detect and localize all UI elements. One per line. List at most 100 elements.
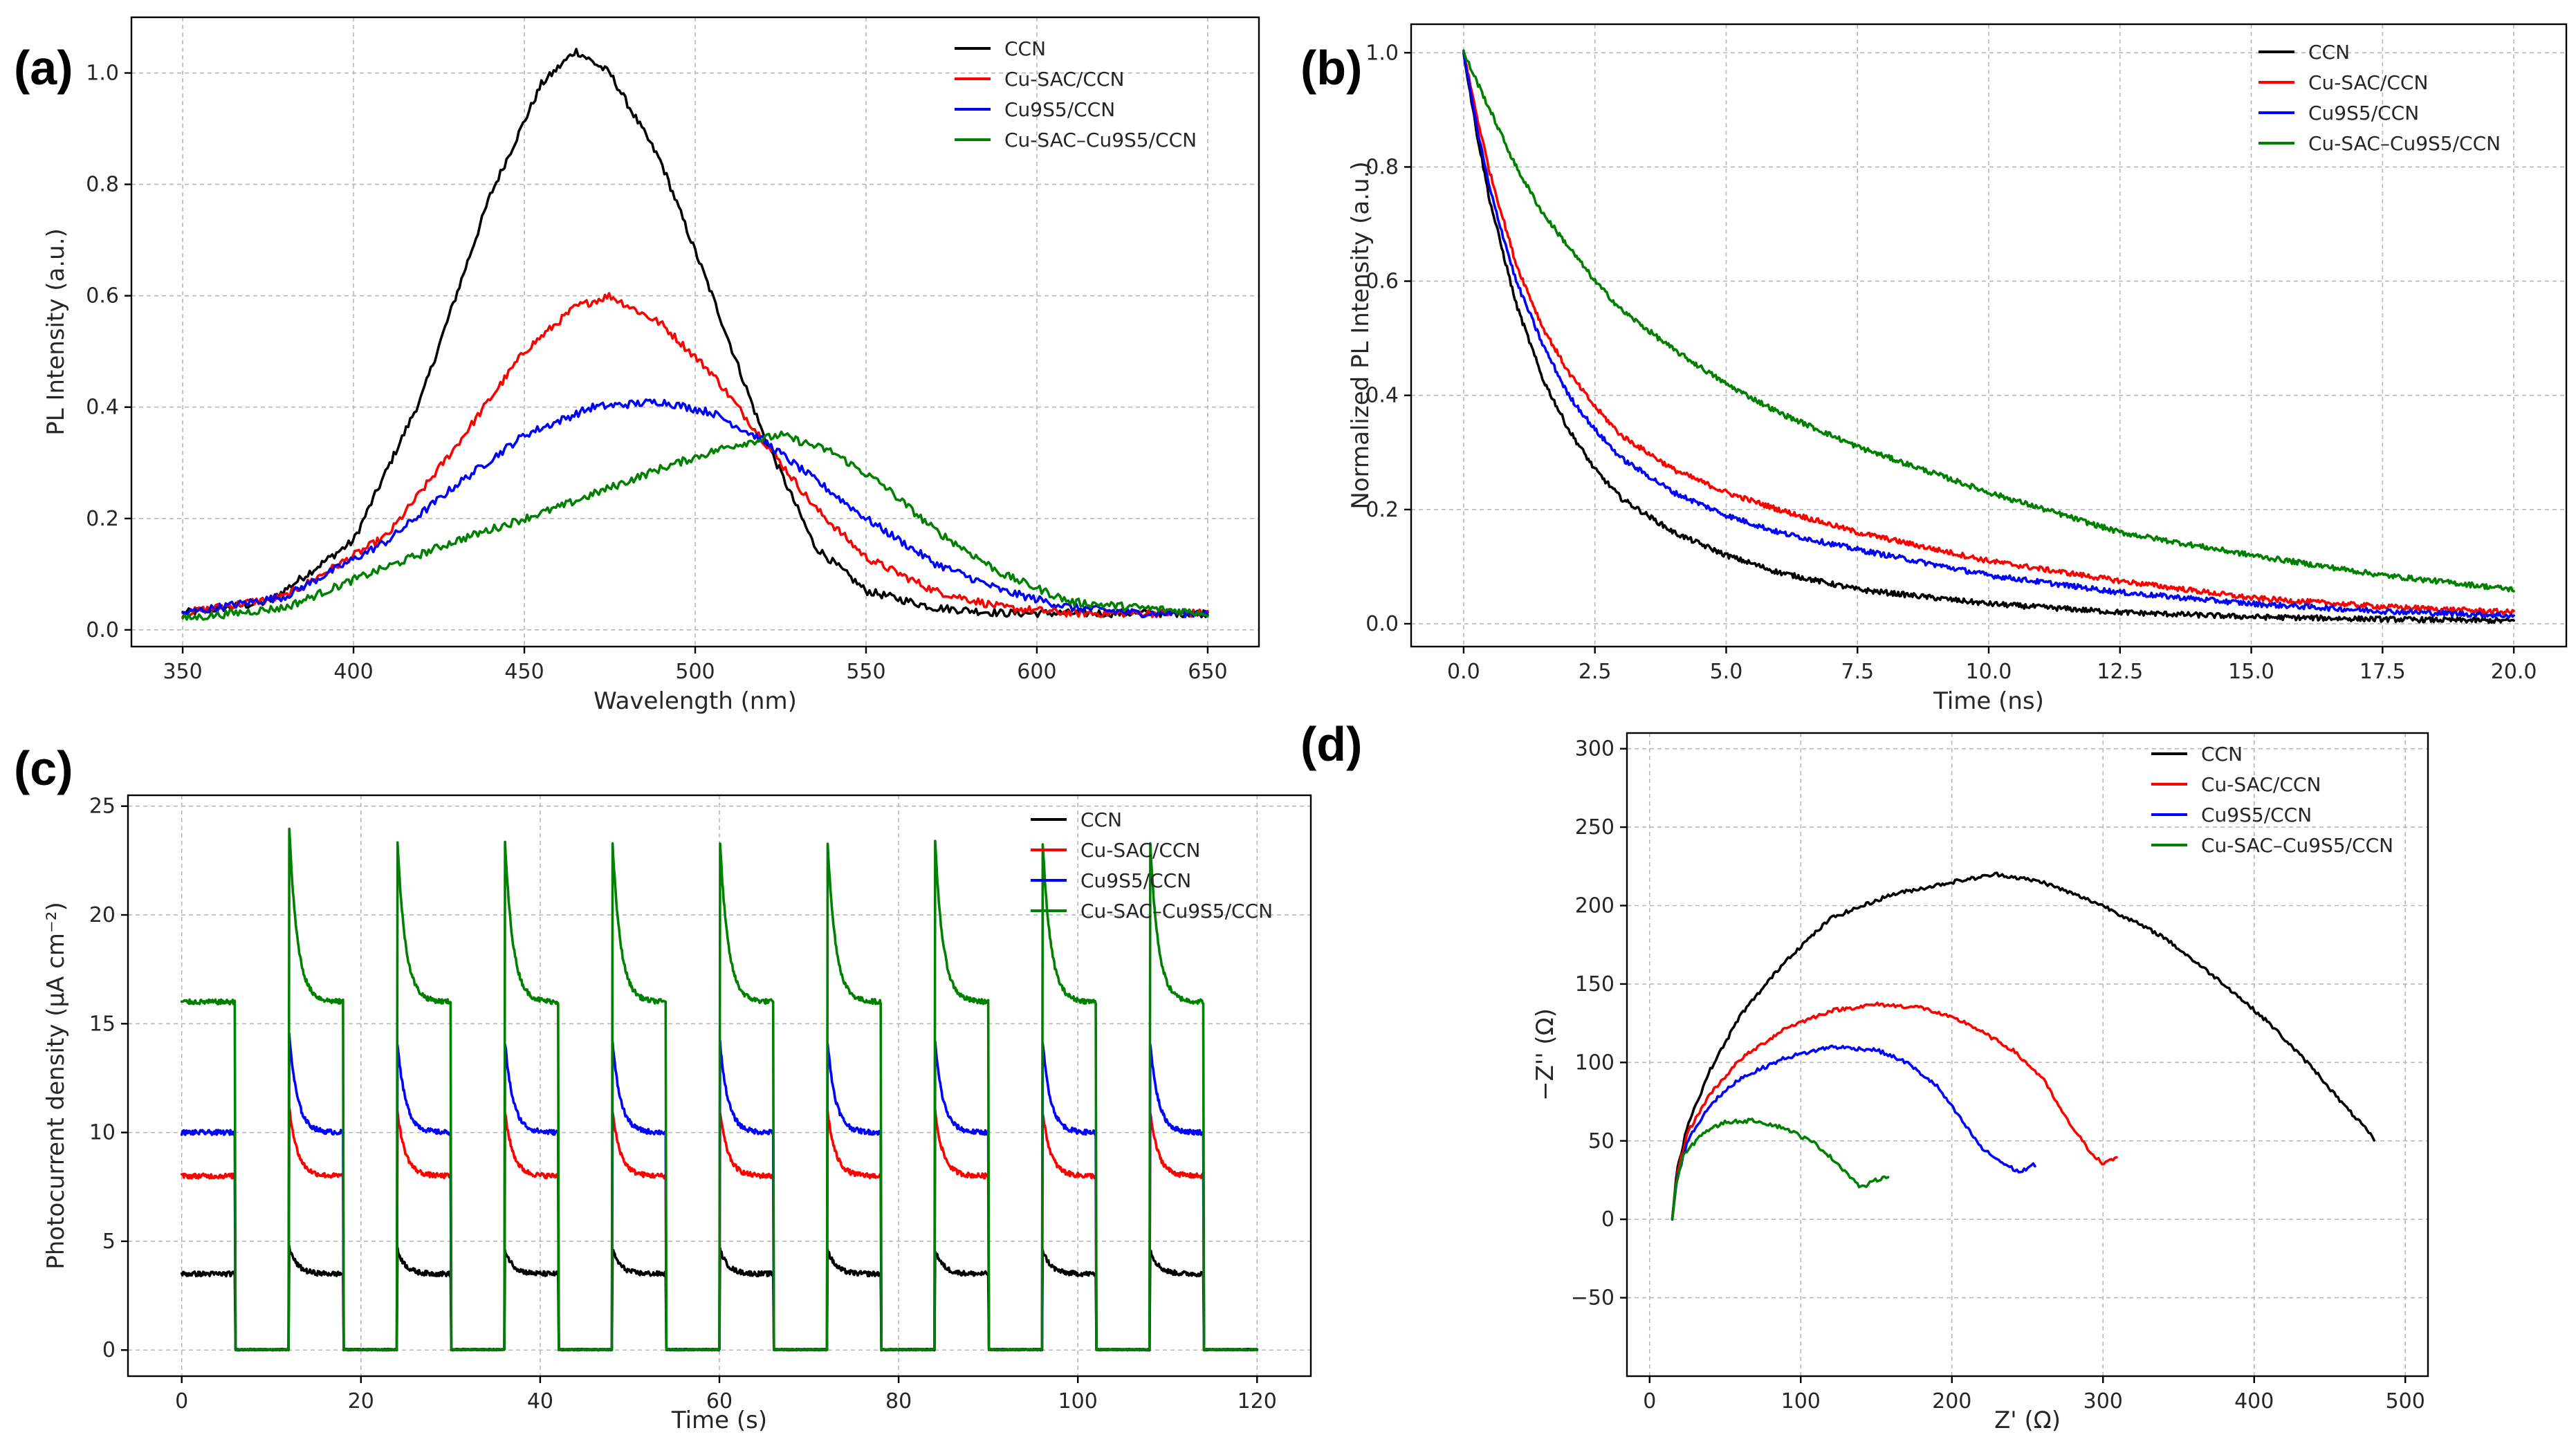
x-tick-label-c: 80 <box>885 1389 912 1413</box>
plot-frame-d <box>1626 732 2429 1378</box>
x-tick-label-d: 200 <box>1932 1389 1971 1413</box>
series-line-ccn-d <box>1671 871 2375 1221</box>
legend-label-cu-sac-ccn-c: Cu-SAC/CCN <box>1080 839 1200 862</box>
legend-label-cu9s5-ccn-a: Cu9S5/CCN <box>1004 98 1115 121</box>
y-tick-label-a: 0.0 <box>86 618 119 642</box>
panel-label-b: (b) <box>1300 41 1362 95</box>
y-tick-label-d: 150 <box>1575 972 1614 997</box>
y-tick-label-a: 0.6 <box>86 284 119 308</box>
x-tick-label-a: 500 <box>675 660 715 684</box>
y-tick-label-d: −50 <box>1571 1286 1614 1310</box>
y-tick-label-d: 100 <box>1575 1050 1614 1075</box>
legend-label-cu-sac-cu9s5-ccn-c: Cu-SAC–Cu9S5/CCN <box>1080 900 1273 923</box>
y-tick-label-d: 300 <box>1575 737 1614 761</box>
series-line-cu-sac-cu9s5-ccn-d <box>1671 1118 1890 1221</box>
legend-label-cu9s5-ccn-d: Cu9S5/CCN <box>2201 804 2312 826</box>
y-tick-label-d: 200 <box>1575 894 1614 918</box>
y-tick-label-c: 15 <box>89 1012 116 1036</box>
y-tick-label-c: 10 <box>89 1121 116 1145</box>
series-line-ccn-b <box>1462 49 2515 624</box>
x-tick-label-b: 15.0 <box>2228 660 2274 684</box>
legend-label-ccn-d: CCN <box>2201 743 2243 766</box>
y-tick-label-b: 0.2 <box>1365 498 1399 522</box>
legend-c: CCN Cu-SAC/CCN Cu9S5/CCN Cu-SAC–Cu9S5/CCN <box>1031 808 1273 923</box>
x-tick-label-d: 500 <box>2386 1389 2425 1413</box>
panel-label-a: (a) <box>14 41 73 95</box>
series-line-cu-sac-ccn-d <box>1671 1001 2118 1220</box>
x-tick-label-b: 12.5 <box>2097 660 2143 684</box>
panel-b: (b) 0.0 2.5 5.0 7.5 10.0 12.5 15.0 17.5 20.0 0.0 0… <box>1300 23 2568 715</box>
y-tick-label-d: 0 <box>1601 1207 1614 1232</box>
legend-label-cu-sac-ccn-b: Cu-SAC/CCN <box>2308 71 2428 94</box>
x-tick-label-a: 450 <box>504 660 544 684</box>
x-tick-label-a: 650 <box>1188 660 1227 684</box>
x-tick-label-a: 350 <box>163 660 202 684</box>
x-tick-label-c: 60 <box>706 1389 733 1413</box>
x-axis-label-a: Wavelength (nm) <box>594 687 797 715</box>
series-line-cu9s5-ccn-b <box>1462 51 2515 619</box>
x-tick-label-c: 40 <box>527 1389 553 1413</box>
series-line-cu-sac-cu9s5-ccn-c <box>180 827 1259 1352</box>
panel-label-d: (d) <box>1300 717 1362 771</box>
y-tick-label-d: 50 <box>1588 1129 1614 1153</box>
x-tick-label-c: 20 <box>348 1389 374 1413</box>
legend-label-cu-sac-ccn-a: Cu-SAC/CCN <box>1004 68 1124 91</box>
y-axis-label-b: Normalized PL Intensity (a.u.) <box>1347 161 1374 509</box>
x-tick-label-b: 20.0 <box>2491 660 2537 684</box>
x-tick-label-d: 300 <box>2083 1389 2123 1413</box>
y-tick-label-a: 0.2 <box>86 507 119 531</box>
y-tick-label-a: 0.8 <box>86 173 119 197</box>
y-tick-label-b: 0.4 <box>1365 384 1399 408</box>
x-axis-label-c: Time (s) <box>671 1407 767 1434</box>
x-tick-label-b: 0.0 <box>1447 660 1480 684</box>
x-tick-label-c: 100 <box>1058 1389 1098 1413</box>
y-axis-label-a: PL Intensity (a.u.) <box>42 228 70 436</box>
x-tick-label-d: 0 <box>1643 1389 1656 1413</box>
x-tick-label-b: 7.5 <box>1841 660 1874 684</box>
legend-label-cu-sac-cu9s5-ccn-d: Cu-SAC–Cu9S5/CCN <box>2201 834 2393 857</box>
y-tick-label-b: 0.0 <box>1365 612 1399 636</box>
x-tick-label-c: 120 <box>1238 1389 1277 1413</box>
y-tick-label-b: 1.0 <box>1365 41 1399 65</box>
series-line-cu-sac-ccn-b <box>1462 53 2515 615</box>
y-tick-label-a: 1.0 <box>86 62 119 86</box>
legend-label-cu-sac-ccn-d: Cu-SAC/CCN <box>2201 773 2321 796</box>
legend-d: CCN Cu-SAC/CCN Cu9S5/CCN Cu-SAC–Cu9S5/CCN <box>2151 743 2393 857</box>
y-tick-label-b: 0.8 <box>1365 155 1399 179</box>
series-line-cu-sac-cu9s5-ccn-a <box>181 430 1209 621</box>
x-tick-label-a: 600 <box>1017 660 1056 684</box>
y-tick-label-c: 20 <box>89 903 116 927</box>
legend-label-cu9s5-ccn-c: Cu9S5/CCN <box>1080 869 1191 892</box>
series-line-cu9s5-ccn-a <box>181 398 1209 619</box>
panel-c: (c) 0 20 40 60 80 100 120 0 5 10 15 20 25 Time (s) P… <box>14 741 1312 1434</box>
legend-label-ccn-c: CCN <box>1080 808 1122 831</box>
x-tick-label-b: 17.5 <box>2359 660 2406 684</box>
series-line-cu-sac-ccn-a <box>181 292 1209 618</box>
x-tick-label-c: 0 <box>175 1389 188 1413</box>
y-axis-label-d: −Z'' (Ω) <box>1531 1008 1559 1101</box>
x-tick-label-a: 550 <box>846 660 885 684</box>
y-axis-label-c: Photocurrent density (μA cm⁻²) <box>42 902 70 1270</box>
x-tick-label-b: 10.0 <box>1966 660 2012 684</box>
x-axis-label-d: Z' (Ω) <box>1994 1407 2061 1434</box>
legend-a: CCN Cu-SAC/CCN Cu9S5/CCN Cu-SAC–Cu9S5/CCN <box>955 37 1197 151</box>
y-tick-label-d: 250 <box>1575 815 1614 840</box>
legend-label-ccn-a: CCN <box>1004 37 1046 60</box>
x-tick-label-d: 400 <box>2234 1389 2274 1413</box>
legend-b: CCN Cu-SAC/CCN Cu9S5/CCN Cu-SAC–Cu9S5/CCN <box>2258 41 2501 155</box>
x-tick-label-d: 100 <box>1781 1389 1821 1413</box>
x-tick-label-b: 5.0 <box>1710 660 1743 684</box>
x-tick-label-a: 400 <box>333 660 373 684</box>
legend-label-ccn-b: CCN <box>2308 41 2350 64</box>
y-tick-label-b: 0.6 <box>1365 270 1399 294</box>
panel-label-c: (c) <box>14 741 73 795</box>
legend-label-cu-sac-cu9s5-ccn-b: Cu-SAC–Cu9S5/CCN <box>2308 132 2501 155</box>
y-tick-label-c: 0 <box>102 1338 116 1362</box>
panel-a: (a) 350 400 450 500 550 600 650 0.0 0.2 0.4 0.6 0.8… <box>14 16 1260 715</box>
legend-label-cu-sac-cu9s5-ccn-a: Cu-SAC–Cu9S5/CCN <box>1004 129 1197 151</box>
x-axis-label-b: Time (ns) <box>1933 687 2044 715</box>
panel-d: (d) 0 100 200 300 400 500 −50 0 50 100 150 200 250 30… <box>1300 717 2429 1434</box>
y-tick-label-a: 0.4 <box>86 396 119 420</box>
y-tick-label-c: 25 <box>89 795 116 819</box>
